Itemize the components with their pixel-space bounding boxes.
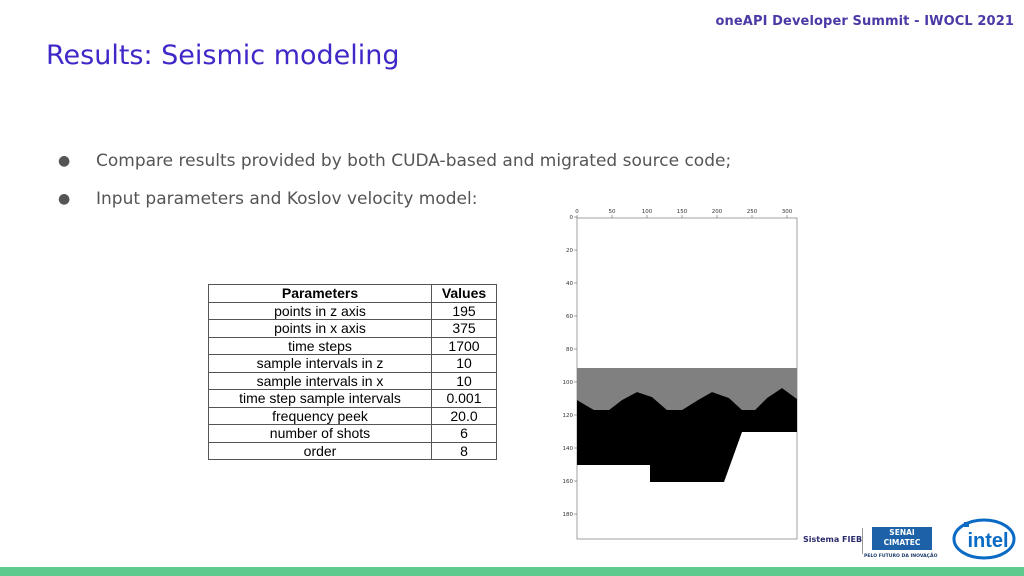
x-tick-label: 250 <box>747 209 758 215</box>
table-header-row: Parameters Values <box>208 284 497 303</box>
y-tick-label: 40 <box>566 281 573 287</box>
parameter-cell: order <box>208 441 432 460</box>
value-cell: 6 <box>431 424 497 443</box>
lower-velocity-layer <box>577 388 797 482</box>
bullet-item: ● Compare results provided by both CUDA-… <box>58 148 731 174</box>
senai-cimatec-logo: SENAI CIMATEC <box>872 527 932 550</box>
intel-wordmark: intel <box>967 530 1008 552</box>
table-row: points in x axis 375 <box>208 319 497 338</box>
senai-logo-line1: SENAI <box>889 528 915 537</box>
y-tick-label: 140 <box>563 446 574 452</box>
value-cell: 0.001 <box>431 389 497 408</box>
table-row: points in z axis 195 <box>208 301 497 320</box>
bullet-text: Compare results provided by both CUDA-ba… <box>96 151 732 171</box>
bullet-list: ● Compare results provided by both CUDA-… <box>58 148 731 224</box>
senai-tagline: PELO FUTURO DA INOVAÇÃO <box>864 554 938 559</box>
value-cell: 375 <box>431 319 497 338</box>
intel-logo: intel <box>952 518 1016 560</box>
table-row: number of shots 6 <box>208 424 497 443</box>
y-tick-label: 0 <box>570 215 574 221</box>
event-header: oneAPI Developer Summit - IWOCL 2021 <box>715 14 1014 29</box>
value-cell: 20.0 <box>431 406 497 425</box>
value-cell: 1700 <box>431 336 497 355</box>
y-tick-label: 80 <box>566 347 573 353</box>
logo-divider <box>862 528 863 554</box>
table-row: order 8 <box>208 441 497 460</box>
middle-velocity-layer <box>577 368 797 410</box>
parameter-cell: sample intervals in z <box>208 354 432 373</box>
table-row: frequency peek 20.0 <box>208 406 497 425</box>
x-tick-label: 200 <box>712 209 723 215</box>
parameter-cell: frequency peek <box>208 406 432 425</box>
table-row: time step sample intervals 0.001 <box>208 389 497 408</box>
value-cell: 8 <box>431 441 497 460</box>
x-tick-label: 150 <box>677 209 688 215</box>
column-header-values: Values <box>431 284 497 303</box>
x-tick-label: 0 <box>575 209 579 215</box>
x-axis: 0 50 100 150 200 250 300 <box>575 209 793 218</box>
slide-title: Results: Seismic modeling <box>46 40 400 71</box>
x-tick-label: 100 <box>642 209 653 215</box>
parameter-cell: time steps <box>208 336 432 355</box>
y-tick-label: 180 <box>563 512 574 518</box>
bullet-marker: ● <box>58 153 71 169</box>
y-tick-label: 160 <box>563 479 574 485</box>
y-axis: 0 20 40 60 80 100 120 140 160 180 <box>563 215 577 518</box>
y-tick-label: 60 <box>566 314 573 320</box>
value-cell: 195 <box>431 301 497 320</box>
column-header-parameters: Parameters <box>208 284 432 303</box>
y-tick-label: 120 <box>563 413 574 419</box>
bottom-accent-bar <box>0 567 1024 576</box>
velocity-layers <box>577 368 797 482</box>
value-cell: 10 <box>431 371 497 390</box>
value-cell: 10 <box>431 354 497 373</box>
parameter-cell: sample intervals in x <box>208 371 432 390</box>
x-tick-label: 300 <box>782 209 793 215</box>
bullet-item: ● Input parameters and Koslov velocity m… <box>58 186 731 212</box>
table-row: sample intervals in z 10 <box>208 354 497 373</box>
senai-logo-line2: CIMATEC <box>883 538 921 547</box>
koslov-velocity-model-plot: 0 50 100 150 200 250 300 0 20 40 60 80 100 120 140 160… <box>563 209 798 540</box>
y-tick-label: 20 <box>566 248 573 254</box>
table-row: sample intervals in x 10 <box>208 371 497 390</box>
parameter-cell: time step sample intervals <box>208 389 432 408</box>
bullet-text: Input parameters and Koslov velocity mod… <box>96 189 478 209</box>
parameters-table: Parameters Values points in z axis 195 po… <box>208 284 497 460</box>
y-tick-label: 100 <box>563 380 574 386</box>
bullet-marker: ● <box>58 191 71 207</box>
parameter-cell: points in z axis <box>208 301 432 320</box>
sistema-fieb-logo: Sistema FIEB <box>803 535 863 544</box>
intel-swoosh <box>952 518 1016 560</box>
x-tick-label: 50 <box>609 209 616 215</box>
parameter-cell: number of shots <box>208 424 432 443</box>
table-row: time steps 1700 <box>208 336 497 355</box>
parameter-cell: points in x axis <box>208 319 432 338</box>
intel-dot <box>964 522 969 527</box>
